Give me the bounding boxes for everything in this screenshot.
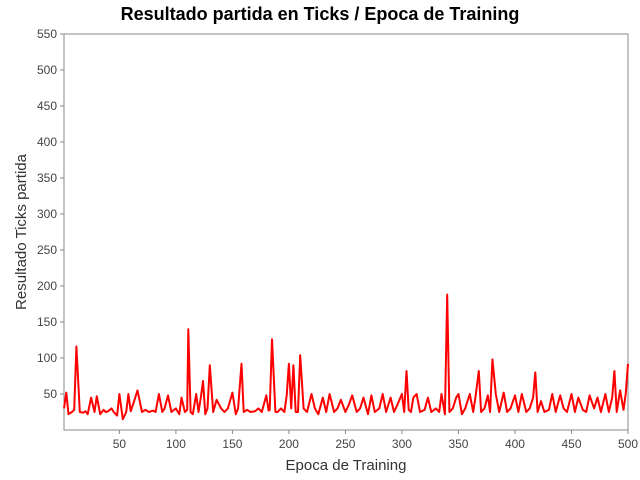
y-tick-label: 500: [37, 63, 57, 77]
y-tick-label: 200: [37, 279, 57, 293]
x-tick-label: 50: [113, 437, 127, 451]
x-tick-label: 450: [561, 437, 581, 451]
x-axis-title: Epoca de Training: [286, 457, 407, 474]
y-axis: 50 100 150 200 250 300 350 400 450 500 550: [37, 27, 64, 401]
x-tick-label: 150: [222, 437, 242, 451]
x-axis: 50 100 150 200 250 300 350 400 450 500: [113, 430, 638, 451]
y-tick-label: 50: [44, 387, 58, 401]
y-tick-label: 550: [37, 27, 57, 41]
y-tick-label: 400: [37, 135, 57, 149]
y-tick-label: 100: [37, 351, 57, 365]
y-tick-label: 150: [37, 315, 57, 329]
series-line: [63, 293, 629, 421]
y-tick-label: 250: [37, 243, 57, 257]
chart-title: Resultado partida en Ticks / Epoca de Tr…: [120, 4, 520, 24]
y-axis-title: Resultado Ticks partida: [13, 153, 30, 310]
y-tick-label: 350: [37, 171, 57, 185]
x-tick-label: 100: [166, 437, 186, 451]
x-tick-label: 400: [505, 437, 525, 451]
plot-area: [63, 33, 629, 431]
y-tick-label: 450: [37, 99, 57, 113]
x-tick-label: 250: [335, 437, 355, 451]
y-tick-label: 300: [37, 207, 57, 221]
x-tick-label: 300: [392, 437, 412, 451]
x-tick-label: 200: [279, 437, 299, 451]
x-tick-label: 500: [618, 437, 638, 451]
x-tick-label: 350: [448, 437, 468, 451]
